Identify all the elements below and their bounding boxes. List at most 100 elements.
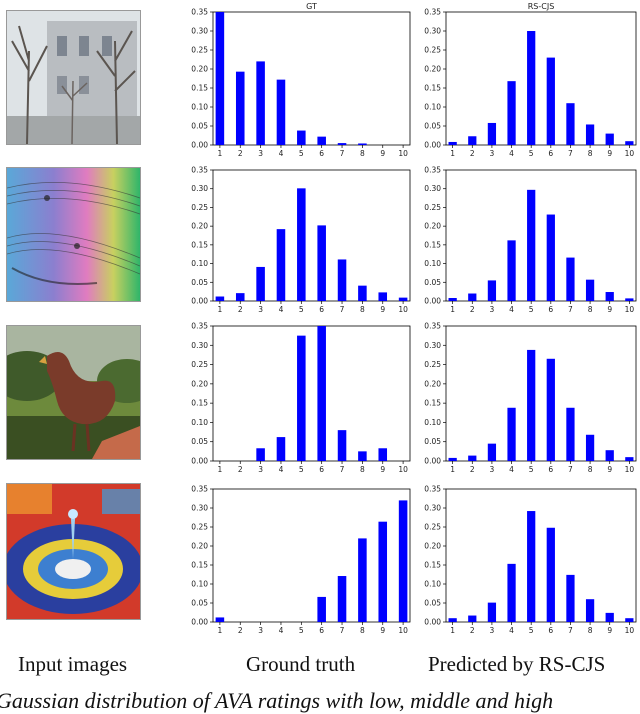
chart-8-xtick-label: 5 [529, 626, 534, 635]
chart-3-ytick-label: 0.05 [191, 278, 208, 287]
chart-2-xtick-label: 8 [588, 149, 593, 158]
chart-7-xtick-label: 6 [319, 626, 324, 635]
chart-1-ytick-label: 0.35 [191, 8, 208, 17]
chart-3-xtick-label: 1 [218, 305, 223, 314]
chart-5-xtick-label: 5 [299, 465, 304, 474]
chart-2-ytick-label: 0.15 [424, 84, 441, 93]
chart-8-bar-8 [585, 599, 595, 622]
chart-4-bar-5 [527, 189, 536, 301]
chart-2-bar-4 [507, 81, 516, 145]
chart-4-xtick-label: 2 [470, 305, 475, 314]
chart-1-xtick-label: 5 [299, 149, 304, 158]
chart-5-xtick-label: 7 [340, 465, 345, 474]
chart-7-frame [212, 488, 411, 623]
chart-1-xtick-label: 4 [279, 149, 284, 158]
chart-3-ytick-label: 0.20 [191, 222, 208, 231]
chart-6-xtick-label: 2 [470, 465, 475, 474]
chart-6-xtick-label: 9 [607, 465, 612, 474]
chart-8-xtick-label: 3 [490, 626, 495, 635]
chart-1-xtick-label: 7 [340, 149, 345, 158]
chart-5-bar-7 [337, 430, 347, 461]
chart-6-bar-3 [487, 443, 497, 461]
chart-8-bar-7 [566, 574, 575, 622]
chart-6-bar-8 [585, 434, 595, 461]
chart-5-ytick-label: 0.15 [191, 399, 208, 408]
chart-2-xtick-label: 10 [625, 149, 635, 158]
chart-6-xtick-label: 8 [588, 465, 593, 474]
chart-2-bar-3 [487, 122, 497, 145]
chart-7-bar-1 [215, 617, 225, 622]
chart-2-xtick-label: 4 [509, 149, 514, 158]
chart-7-bar-7 [337, 576, 347, 622]
chart-7-ytick-label: 0.20 [191, 542, 208, 551]
chart-7-bar-6 [317, 596, 326, 622]
chart-1-xtick-label: 8 [360, 149, 365, 158]
chart-1-xtick-label: 6 [319, 149, 324, 158]
chart-5-xtick-label: 9 [380, 465, 385, 474]
chart-1-bar-1 [215, 12, 225, 145]
chart-5-bar-6 [317, 326, 326, 461]
chart-8-ytick-label: 0.25 [424, 523, 441, 532]
chart-6-bar-4 [507, 407, 516, 461]
chart-3-ytick-label: 0.35 [191, 166, 208, 175]
chart-6-bar-2 [468, 455, 477, 461]
chart-4-ytick-label: 0.20 [424, 222, 441, 231]
chart-4-xtick-label: 9 [607, 305, 612, 314]
chart-4-xtick-label: 4 [509, 305, 514, 314]
chart-2-ytick-label: 0.10 [424, 103, 441, 112]
chart-7-xtick-label: 4 [279, 626, 284, 635]
chart-3-ytick-label: 0.25 [191, 203, 208, 212]
chart-8-bar-5 [527, 511, 536, 622]
rooster-image [7, 326, 140, 459]
chart-2-bar-9 [605, 133, 614, 145]
chart-3-xtick-label: 6 [319, 305, 324, 314]
chart-5-bar-9 [378, 448, 388, 461]
chart-8-bar-4 [507, 563, 516, 622]
chart-4-ytick-label: 0.35 [424, 166, 441, 175]
chart-7-ytick-label: 0.15 [191, 561, 208, 570]
chart-8-ytick-label: 0.15 [424, 561, 441, 570]
chart-6-xtick-label: 10 [625, 465, 635, 474]
chart-5-ytick-label: 0.35 [191, 322, 208, 331]
chart-8-ytick-label: 0.05 [424, 599, 441, 608]
chart-6-bar-5 [527, 349, 536, 461]
chart-4-bar-2 [468, 293, 477, 301]
chart-2-xtick-label: 2 [470, 149, 475, 158]
water-drop-image [7, 484, 140, 619]
chart-2-ytick-label: 0.25 [424, 46, 441, 55]
chart-6-xtick-label: 6 [548, 465, 553, 474]
chart-5-xtick-label: 10 [398, 465, 408, 474]
music-sheet-image [7, 168, 140, 301]
input-image-1 [6, 10, 141, 145]
chart-2-ytick-label: 0.35 [424, 8, 441, 17]
chart-4-bar-10 [625, 298, 634, 301]
chart-2-xtick-label: 6 [548, 149, 553, 158]
chart-8-bar-9 [605, 612, 614, 622]
chart-6-ytick-label: 0.15 [424, 399, 441, 408]
chart-8-xtick-label: 6 [548, 626, 553, 635]
input-image-2 [6, 167, 141, 302]
chart-4-ytick-label: 0.05 [424, 278, 441, 287]
chart-4-xtick-label: 3 [490, 305, 495, 314]
chart-4-bar-3 [487, 280, 497, 301]
chart-1-ytick-label: 0.15 [191, 84, 208, 93]
chart-2-bar-10 [625, 141, 634, 145]
figure-caption: Gaussian distribution of AVA ratings wit… [0, 688, 554, 713]
chart-3-ytick-label: 0.15 [191, 240, 208, 249]
chart-4-bar-1 [448, 298, 457, 301]
chart-7-ytick-label: 0.25 [191, 523, 208, 532]
chart-8-frame [445, 488, 637, 623]
chart-3-bar-4 [276, 229, 286, 301]
chart-6-xtick-label: 3 [490, 465, 495, 474]
chart-7-ytick-label: 0.30 [191, 504, 208, 513]
chart-6-ytick-label: 0.10 [424, 418, 441, 427]
chart-3-bar-6 [317, 225, 326, 301]
chart-7-xtick-label: 8 [360, 626, 365, 635]
chart-7-xtick-label: 5 [299, 626, 304, 635]
chart-3-ytick-label: 0.30 [191, 184, 208, 193]
chart-3-bar-2 [235, 293, 245, 301]
chart-4-xtick-label: 8 [588, 305, 593, 314]
chart-6-bar-9 [605, 450, 614, 461]
chart-3-bar-5 [297, 188, 306, 301]
